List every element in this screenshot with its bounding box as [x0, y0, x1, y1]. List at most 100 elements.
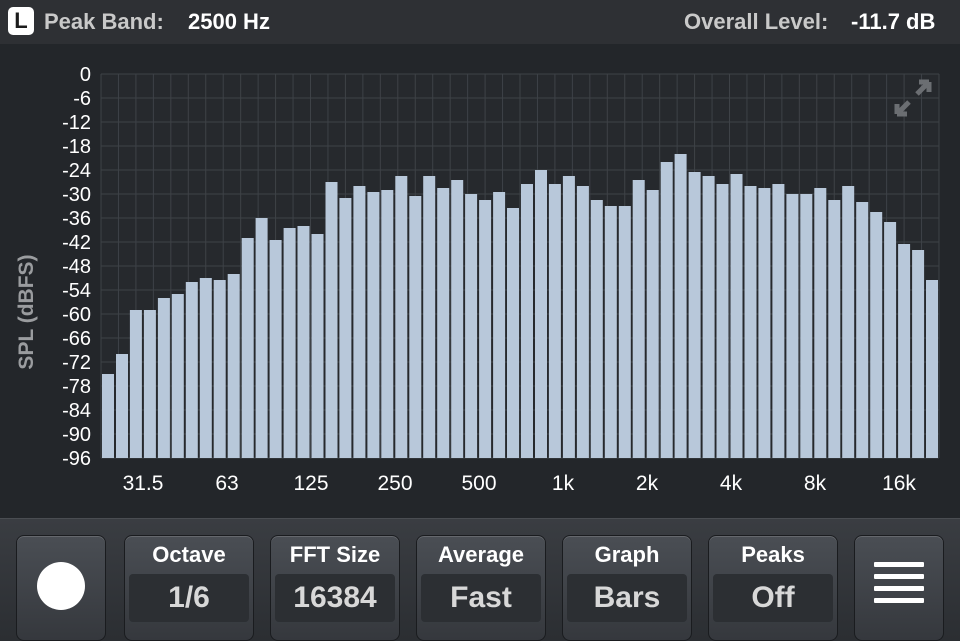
spectrum-bar	[129, 310, 142, 458]
spectrum-bar	[744, 186, 757, 458]
x-tick-label: 16k	[882, 472, 916, 495]
expand-icon[interactable]	[894, 79, 932, 117]
average-label: Average	[437, 542, 524, 567]
spectrum-bar	[451, 180, 464, 458]
spectrum-bar	[157, 298, 170, 458]
average-button[interactable]: Average Fast	[416, 535, 546, 641]
fft-size-label: FFT Size	[289, 542, 381, 567]
spectrum-bar	[590, 200, 603, 458]
spectrum-bar	[660, 162, 673, 458]
spectrum-bar	[143, 310, 156, 458]
overall-level-label: Overall Level:	[684, 9, 829, 34]
spectrum-bar	[241, 238, 254, 458]
graph-value: Bars	[567, 574, 687, 622]
spectrum-bar	[688, 172, 701, 458]
peaks-button[interactable]: Peaks Off	[708, 535, 838, 641]
menu-button[interactable]	[854, 535, 944, 641]
spectrum-bar	[353, 186, 366, 458]
chart-grid	[100, 73, 940, 459]
spectrum-bar	[842, 186, 855, 458]
spectrum-bar	[339, 198, 352, 458]
x-tick-label: 31.5	[123, 472, 164, 495]
spectrum-bar	[870, 212, 883, 458]
peak-band-value: 2500 Hz	[188, 9, 270, 34]
spectrum-bar	[884, 222, 897, 458]
spectrum-bar	[255, 218, 268, 458]
x-tick-label: 1k	[552, 472, 575, 495]
spectrum-bar	[521, 184, 533, 458]
spectrum-bar	[479, 200, 492, 458]
spectrum-bar	[604, 206, 617, 458]
record-icon	[37, 562, 85, 610]
y-tick-label: -48	[62, 256, 91, 278]
spectrum-bar	[213, 280, 226, 458]
y-axis-label: SPL (dBFS)	[15, 254, 38, 369]
spectrum-bar	[381, 190, 394, 458]
spectrum-bar	[772, 184, 785, 458]
spectrum-bar	[465, 194, 478, 458]
channel-badge[interactable]: L	[8, 7, 34, 35]
y-tick-label: -72	[62, 352, 91, 374]
y-tick-label: -90	[62, 424, 91, 446]
spectrum-bar	[367, 192, 380, 458]
spectrum-bar	[283, 228, 296, 458]
spectrum-bar	[716, 184, 729, 458]
y-axis-ticks: 0-6-12-18-24-30-36-42-48-54-60-66-72-78-…	[62, 64, 91, 470]
spectrum-bar	[646, 190, 659, 458]
spectrum-bar	[800, 194, 813, 458]
y-tick-label: -42	[62, 232, 91, 254]
y-tick-label: -60	[62, 304, 91, 326]
x-tick-label: 8k	[804, 472, 827, 495]
spectrum-bar	[493, 192, 506, 458]
spectrum-bar	[618, 206, 631, 458]
octave-button[interactable]: Octave 1/6	[124, 535, 254, 641]
spectrum-bar	[395, 176, 408, 458]
spectrum-bar	[562, 176, 575, 458]
spectrum-bar	[437, 188, 450, 458]
graph-button[interactable]: Graph Bars	[562, 535, 692, 641]
header-bar: L Peak Band: 2500 Hz Overall Level: -11.…	[0, 0, 960, 44]
spectrum-bar	[171, 294, 184, 458]
graph-label: Graph	[594, 542, 660, 567]
spectrum-bar	[297, 226, 310, 458]
x-tick-label: 500	[461, 472, 496, 495]
spectrum-bar	[730, 174, 743, 458]
x-tick-label: 63	[215, 472, 238, 495]
spectrum-bar	[856, 202, 869, 458]
y-tick-label: -6	[73, 88, 91, 110]
spectrum-bar	[535, 170, 547, 458]
peaks-label: Peaks	[741, 542, 805, 567]
fft-size-button[interactable]: FFT Size 16384	[270, 535, 400, 641]
menu-icon	[874, 562, 924, 612]
spectrum-bar	[311, 234, 324, 458]
spectrum-bar	[325, 182, 338, 458]
spectrum-bar	[185, 282, 198, 458]
spectrum-bar	[926, 280, 938, 458]
spectrum-bar	[898, 244, 911, 458]
y-tick-label: -30	[62, 184, 91, 206]
y-tick-label: -78	[62, 376, 91, 398]
spectrum-bar	[507, 208, 519, 458]
spectrum-bar	[102, 374, 114, 458]
x-axis-ticks: 31.5 63 125 250 500 1k 2k 4k 8k 16k	[123, 472, 917, 495]
spectrum-bar	[116, 354, 128, 458]
y-tick-label: -54	[62, 280, 91, 302]
spectrum-bar	[548, 184, 561, 458]
toolbar: Octave 1/6 FFT Size 16384 Average Fast G…	[0, 518, 960, 641]
chart-bars	[102, 154, 938, 458]
spectrum-bar	[758, 188, 771, 458]
y-tick-label: -18	[62, 136, 91, 158]
y-tick-label: -24	[62, 160, 91, 182]
average-value: Fast	[421, 574, 541, 622]
x-tick-label: 2k	[636, 472, 659, 495]
spectrum-chart: 0-6-12-18-24-30-36-42-48-54-60-66-72-78-…	[15, 64, 940, 495]
overall-level-value: -11.7 dB	[851, 9, 936, 34]
octave-label: Octave	[152, 542, 226, 567]
spectrum-bar	[786, 194, 799, 458]
y-tick-label: -12	[62, 112, 91, 134]
y-tick-label: -84	[62, 400, 91, 422]
spectrum-bar	[814, 188, 827, 458]
peak-band-label: Peak Band:	[44, 9, 164, 34]
spectrum-bar	[828, 200, 841, 458]
record-button[interactable]	[16, 535, 106, 641]
